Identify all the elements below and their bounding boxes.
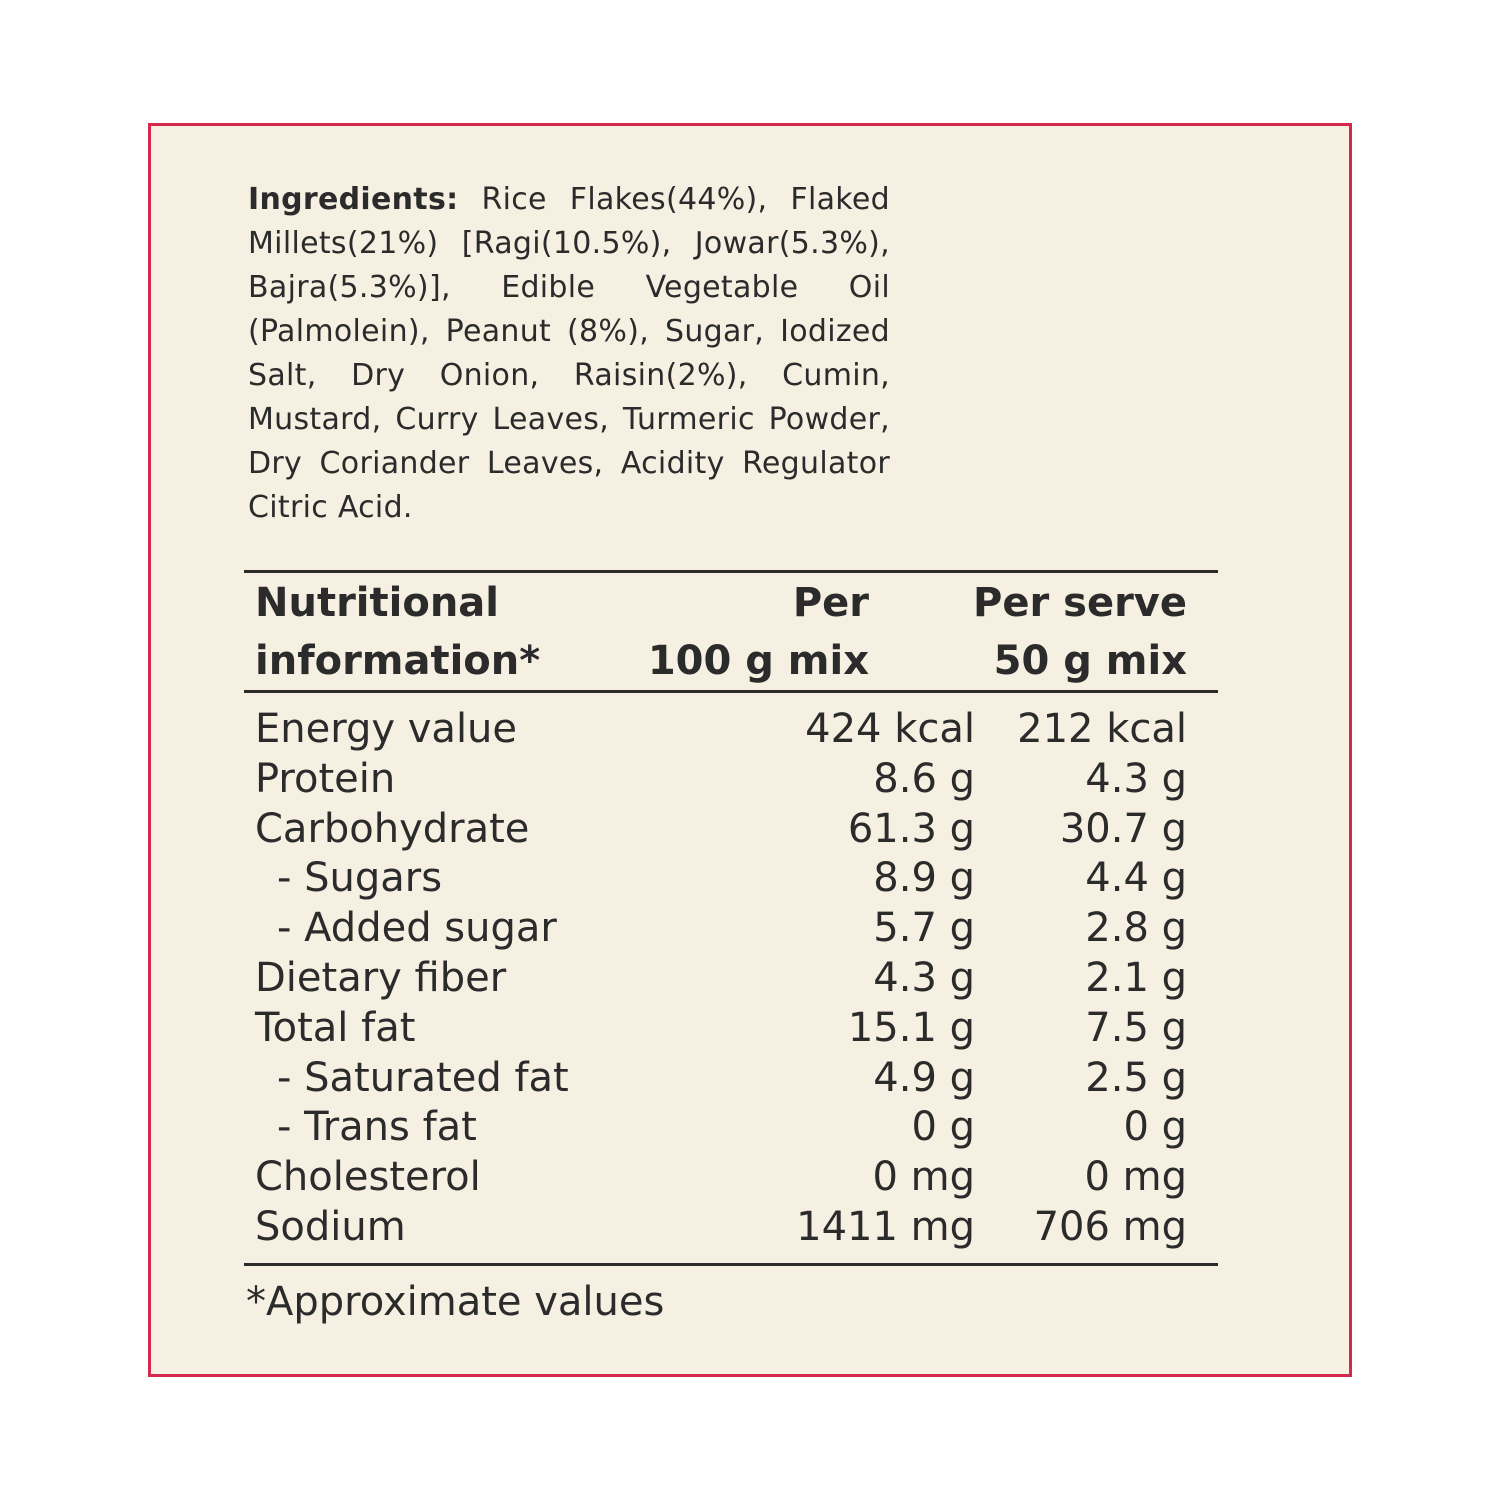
value-per-serve: 2.5 g [1085,1054,1187,1101]
nutrient-name: - Trans fat [277,1104,477,1151]
ingredients-label: Ingredients: [248,182,459,217]
value-per100: 8.9 g [873,855,975,902]
table-bottom-rule [244,1263,1218,1266]
nutrient-name: Sodium [255,1203,406,1250]
table-row: Sodium 1411 mg 706 mg [255,1202,1195,1252]
value-per-serve: 2.8 g [1085,905,1187,952]
nutrition-header-label: Nutritional information* [255,574,655,690]
value-per100: 15.1 g [847,1004,975,1051]
value-per100: 424 kcal [805,706,975,752]
table-row: Carbohydrate 61.3 g 30.7 g [255,804,1195,854]
nutrient-name: - Saturated fat [277,1054,569,1101]
table-row: Total fat 15.1 g 7.5 g [255,1003,1195,1053]
nutrient-name: - Added sugar [277,905,557,952]
nutrient-name: Protein [255,755,396,802]
value-per100: 4.9 g [873,1054,975,1101]
header-serve-line2: 50 g mix [993,638,1187,684]
nutrition-label-card: Ingredients: Rice Flakes(44%), Flaked Mi… [148,123,1352,1377]
value-per-serve: 0 mg [1084,1154,1187,1201]
table-header-rule [244,690,1218,693]
table-row: Energy value 424 kcal 212 kcal [255,704,1195,754]
nutrition-header-per100: Per 100 g mix [631,574,869,690]
value-per100: 0 mg [872,1154,975,1201]
header-label-line2: information* [255,638,541,684]
ingredients-paragraph: Ingredients: Rice Flakes(44%), Flaked Mi… [248,178,890,530]
value-per-serve: 212 kcal [1017,706,1187,752]
header-per100-line2: 100 g mix [647,638,869,684]
value-per100: 4.3 g [873,954,975,1001]
nutrition-rows: Energy value 424 kcal 212 kcal Protein 8… [255,704,1195,1252]
nutrient-name: Energy value [255,706,518,752]
value-per100: 1411 mg [796,1203,975,1250]
header-serve-line1: Per serve [973,580,1187,626]
table-row: - Saturated fat 4.9 g 2.5 g [255,1053,1195,1103]
ingredients-text: Rice Flakes(44%), Flaked Millets(21%) [R… [248,182,890,525]
table-row: Cholesterol 0 mg 0 mg [255,1152,1195,1202]
value-per-serve: 2.1 g [1085,954,1187,1001]
value-per-serve: 30.7 g [1059,805,1187,852]
value-per100: 0 g [911,1104,975,1151]
nutrition-header-per-serve: Per serve 50 g mix [931,574,1187,690]
value-per100: 5.7 g [873,905,975,952]
table-row: - Sugars 8.9 g 4.4 g [255,853,1195,903]
value-per100: 8.6 g [873,755,975,802]
table-row: - Added sugar 5.7 g 2.8 g [255,903,1195,953]
nutrient-name: Dietary fiber [255,954,507,1001]
header-per100-line1: Per [792,580,869,626]
value-per100: 61.3 g [847,805,975,852]
value-per-serve: 0 g [1123,1104,1187,1151]
nutrient-name: Total fat [255,1004,416,1051]
table-top-rule [244,570,1218,573]
nutrient-name: Cholesterol [255,1154,481,1201]
value-per-serve: 4.3 g [1085,755,1187,802]
value-per-serve: 7.5 g [1085,1004,1187,1051]
footnote: *Approximate values [246,1279,665,1325]
value-per-serve: 706 mg [1033,1203,1187,1250]
nutrient-name: - Sugars [277,855,443,902]
header-label-line1: Nutritional [255,580,500,626]
table-row: Dietary fiber 4.3 g 2.1 g [255,953,1195,1003]
nutrient-name: Carbohydrate [255,805,530,852]
table-row: Protein 8.6 g 4.3 g [255,754,1195,804]
value-per-serve: 4.4 g [1085,855,1187,902]
table-row: - Trans fat 0 g 0 g [255,1102,1195,1152]
